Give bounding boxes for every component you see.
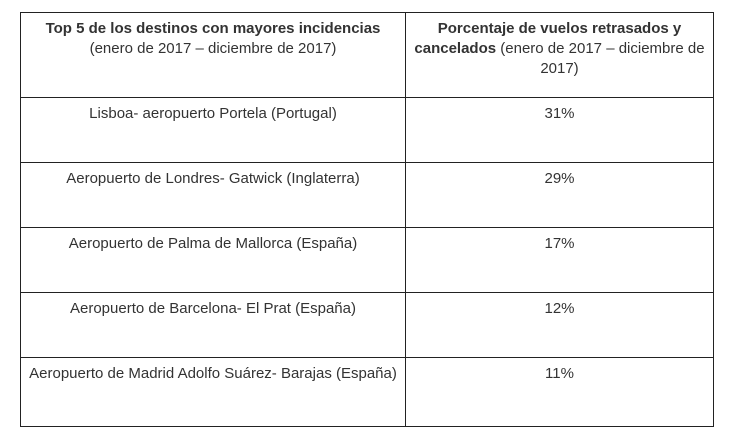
percentage-cell: 17% [405, 227, 714, 293]
destinations-table: Top 5 de los destinos con mayores incide… [20, 12, 714, 427]
table-header-row: Top 5 de los destinos con mayores incide… [20, 12, 714, 98]
destination-cell: Aeropuerto de Londres- Gatwick (Inglater… [20, 162, 406, 228]
table-row: Aeropuerto de Palma de Mallorca (España)… [20, 227, 714, 293]
percentage-cell: 12% [405, 292, 714, 358]
table-row: Lisboa- aeropuerto Portela (Portugal) 31… [20, 97, 714, 163]
header-percentage: Porcentaje de vuelos retrasados y cancel… [405, 12, 714, 98]
percentage-cell: 11% [405, 357, 714, 427]
destination-cell: Aeropuerto de Madrid Adolfo Suárez- Bara… [20, 357, 406, 427]
header-percentage-period: (enero de 2017 – diciembre de 2017) [496, 40, 705, 77]
header-destinations-bold: Top 5 de los destinos con mayores incide… [45, 20, 381, 37]
destination-cell: Lisboa- aeropuerto Portela (Portugal) [20, 97, 406, 163]
header-percentage-bold: Porcentaje de vuelos retrasados y cancel… [414, 20, 682, 57]
table-row: Aeropuerto de Madrid Adolfo Suárez- Bara… [20, 357, 714, 427]
percentage-cell: 29% [405, 162, 714, 228]
destination-cell: Aeropuerto de Barcelona- El Prat (España… [20, 292, 406, 358]
header-destinations: Top 5 de los destinos con mayores incide… [20, 12, 406, 98]
table-row: Aeropuerto de Londres- Gatwick (Inglater… [20, 162, 714, 228]
percentage-cell: 31% [405, 97, 714, 163]
destination-cell: Aeropuerto de Palma de Mallorca (España) [20, 227, 406, 293]
header-destinations-period: (enero de 2017 – diciembre de 2017) [89, 40, 337, 57]
table-row: Aeropuerto de Barcelona- El Prat (España… [20, 292, 714, 358]
